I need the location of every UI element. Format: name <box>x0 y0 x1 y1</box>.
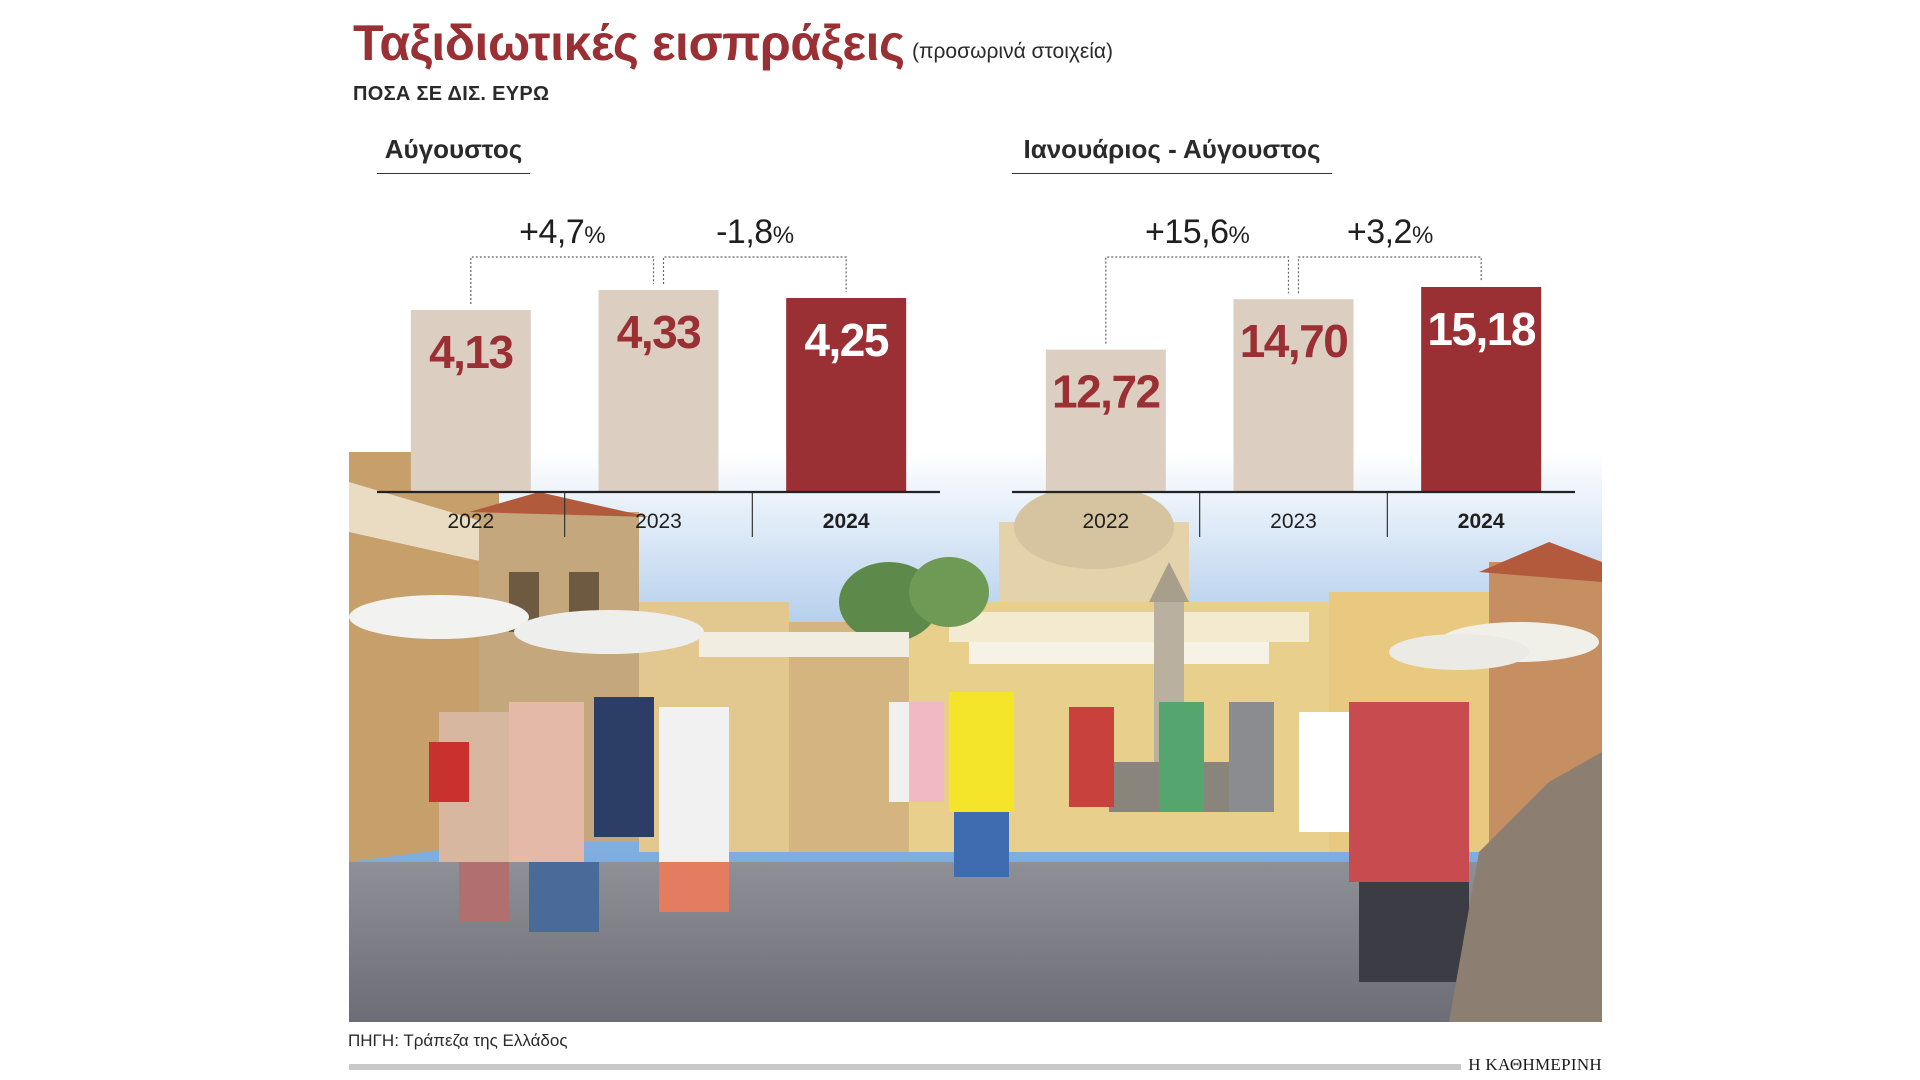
category-label-2024-0: 2024 <box>823 510 870 533</box>
infographic-subtitle: (προσωρινά στοιχεία) <box>912 40 1114 63</box>
old-town-square-photo <box>349 452 1602 1022</box>
value-label-2022-0: 4,13 <box>429 326 513 378</box>
bar-2024-0 <box>786 298 907 492</box>
panel-title-jan-aug: Ιανουάριος - Αύγουστος <box>1012 134 1332 174</box>
change-label-0-1: +15,6% <box>1145 213 1250 251</box>
infographic-title: Ταξιδιωτικές εισπράξεις <box>353 15 905 71</box>
change-bracket-1-0 <box>662 256 847 293</box>
value-label-2023-0: 4,33 <box>617 306 701 358</box>
panel-title-august: Αύγουστος <box>377 134 530 174</box>
background-photo <box>349 452 1602 1022</box>
value-label-2024-0: 4,25 <box>804 314 888 366</box>
change-label-0-0: +4,7% <box>519 213 605 251</box>
tourists <box>429 692 1469 982</box>
value-label-2023-1: 14,70 <box>1240 315 1348 367</box>
category-label-2023-0: 2023 <box>635 510 682 533</box>
bar-2023-1 <box>1233 299 1354 492</box>
bar-2022-1 <box>1045 349 1166 492</box>
publisher-logo: Η ΚΑΘΗΜΕΡΙΝΗ <box>1468 1055 1602 1074</box>
source-note: ΠΗΓΗ: Τράπεζα της Ελλάδος <box>348 1031 568 1050</box>
change-label-1-0: -1,8% <box>716 213 794 251</box>
footer-rule <box>349 1064 1461 1070</box>
bar-2022-0 <box>410 310 531 492</box>
change-bracket-0-1 <box>1105 256 1290 344</box>
category-label-2022-1: 2022 <box>1082 510 1129 533</box>
category-label-2024-1: 2024 <box>1458 510 1505 533</box>
bar-2023-0 <box>598 290 719 492</box>
units-label: ΠΟΣΑ ΣΕ ΔΙΣ. ΕΥΡΩ <box>353 83 550 105</box>
value-label-2022-1: 12,72 <box>1052 366 1160 418</box>
category-label-2022-0: 2022 <box>447 510 494 533</box>
category-label-2023-1: 2023 <box>1270 510 1317 533</box>
change-label-1-1: +3,2% <box>1347 213 1433 251</box>
value-label-2024-1: 15,18 <box>1427 303 1536 355</box>
bar-2024-1 <box>1421 287 1542 492</box>
